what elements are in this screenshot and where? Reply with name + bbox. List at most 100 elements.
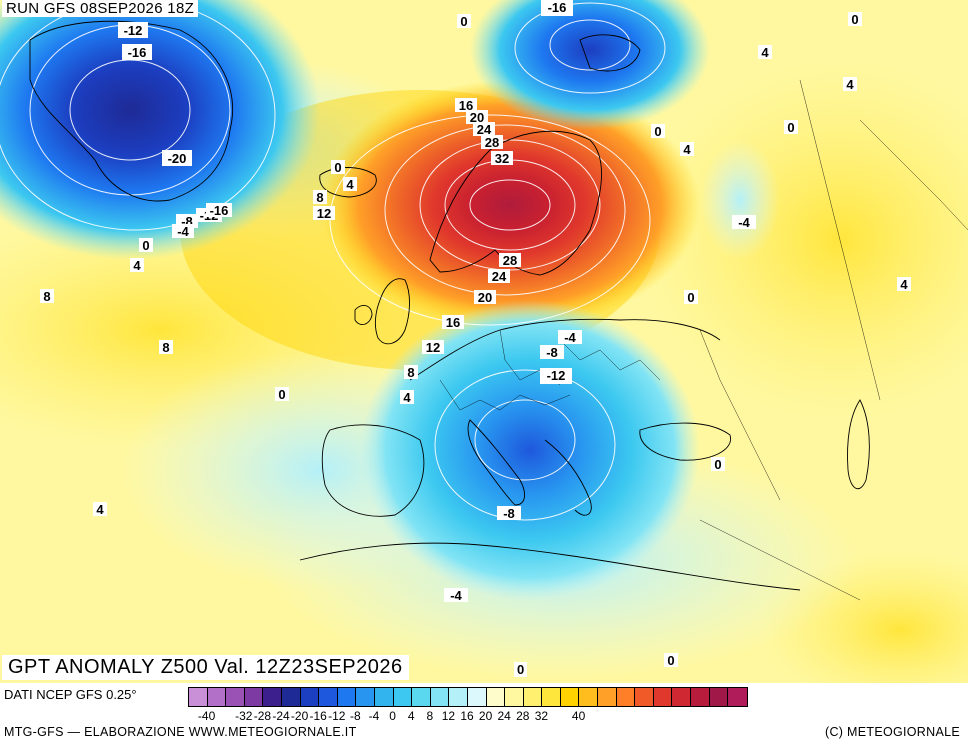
credit-right: (C) METEOGIORNALE	[825, 725, 960, 739]
contour-label: -4	[444, 588, 468, 603]
contour-label: 4	[130, 258, 144, 273]
colorbar-swatch	[449, 688, 468, 706]
svg-text:0: 0	[142, 238, 149, 253]
svg-text:12: 12	[426, 340, 440, 355]
contour-label: 12	[422, 340, 444, 355]
contour-label: 0	[784, 120, 798, 135]
contour-label: 16	[455, 98, 477, 113]
colorbar-swatch	[412, 688, 431, 706]
colorbar-swatch	[374, 688, 394, 706]
svg-text:0: 0	[654, 124, 661, 139]
svg-text:-16: -16	[128, 45, 147, 60]
colorbar-swatch	[430, 688, 450, 706]
colorbar-swatch	[505, 688, 524, 706]
colorbar-tick-label: -28	[253, 709, 272, 723]
contour-label: -16	[541, 0, 573, 16]
anomaly-high-scandinavia	[320, 80, 700, 330]
svg-text:-12: -12	[124, 23, 143, 38]
colorbar-swatch	[523, 688, 543, 706]
svg-text:-8: -8	[503, 506, 515, 521]
colorbar-swatch	[691, 688, 710, 706]
svg-text:28: 28	[485, 135, 499, 150]
colorbar-tick-label: 24	[497, 709, 511, 723]
svg-text:4: 4	[900, 277, 908, 292]
svg-text:0: 0	[687, 290, 694, 305]
coastlines	[29, 20, 870, 591]
colorbar-swatch	[244, 688, 264, 706]
svg-text:0: 0	[667, 653, 674, 668]
svg-text:12: 12	[317, 206, 331, 221]
contour-label: 4	[897, 277, 911, 292]
colorbar-tick-label: 16	[460, 709, 474, 723]
svg-text:-20: -20	[168, 151, 187, 166]
anomaly-low-arctic	[470, 0, 710, 130]
svg-text:0: 0	[714, 457, 721, 472]
contour-label: -12	[540, 368, 572, 384]
contour-label: -20	[162, 150, 192, 166]
colorbar-tick-label: 8	[426, 709, 434, 723]
contour-label: 0	[139, 238, 153, 253]
colorbar-tick-label: 40	[571, 709, 586, 723]
svg-text:4: 4	[846, 77, 854, 92]
svg-text:4: 4	[133, 258, 141, 273]
anomaly-low-greenland	[0, 0, 320, 260]
colorbar-swatch	[393, 688, 413, 706]
svg-text:4: 4	[346, 177, 354, 192]
svg-text:-8: -8	[546, 345, 558, 360]
contour-label: 4	[680, 142, 694, 157]
colorbar-tick-label: -4	[368, 709, 380, 723]
contour-label: 0	[275, 387, 289, 402]
svg-text:-4: -4	[738, 215, 750, 230]
anomaly-map: -12 -16 -20 -8 -12 -16 -4 0 4 8 8 -16 0 …	[0, 0, 968, 683]
legend-footer: DATI NCEP GFS 0.25° -40 -32 -28 -24 -20 -16 -1…	[0, 683, 968, 745]
colorbar-swatch	[281, 688, 301, 706]
svg-text:4: 4	[403, 390, 411, 405]
contour-label: -8	[497, 506, 521, 521]
svg-text:20: 20	[478, 290, 492, 305]
svg-text:4: 4	[96, 502, 104, 517]
colorbar-tick-label: 28	[516, 709, 530, 723]
contour-label: 0	[457, 14, 471, 29]
colorbar-swatch	[356, 688, 375, 706]
colorbar-swatch	[263, 688, 282, 706]
contour-label: 0	[848, 12, 862, 27]
colorbar-tick-label: 20	[478, 709, 493, 723]
colorbar-swatch	[635, 688, 654, 706]
svg-text:-16: -16	[210, 203, 229, 218]
colorbar-tick-label: -12	[328, 709, 346, 723]
svg-text:20: 20	[470, 110, 484, 125]
svg-text:4: 4	[683, 142, 691, 157]
contour-label: 16	[442, 315, 464, 330]
anomaly-low-balkans	[360, 300, 700, 600]
colorbar-tick-label: -16	[309, 709, 327, 723]
colorbar	[188, 687, 748, 707]
contour-label: 28	[481, 135, 503, 150]
contour-label: 0	[651, 124, 665, 139]
svg-text:8: 8	[162, 340, 169, 355]
contour-label: -4	[732, 215, 756, 230]
svg-text:-12: -12	[547, 368, 566, 383]
contour-label: 32	[491, 151, 513, 166]
contour-label: 0	[684, 290, 698, 305]
colorbar-swatch	[207, 688, 227, 706]
svg-text:-16: -16	[548, 0, 567, 15]
colorbar-swatch	[486, 688, 506, 706]
svg-text:0: 0	[278, 387, 285, 402]
svg-text:-4: -4	[177, 224, 189, 239]
contour-label: 4	[93, 502, 107, 517]
colorbar-swatch	[300, 688, 320, 706]
colorbar-tick-label: 12	[441, 709, 456, 723]
svg-text:-4: -4	[450, 588, 462, 603]
colorbar-tick-label: -40	[197, 709, 216, 723]
colorbar-tick-label: 0	[389, 709, 396, 723]
contour-label: -4	[558, 330, 582, 345]
anomaly-region-small-low	[700, 140, 780, 260]
colorbar-swatch	[226, 688, 245, 706]
contour-label: 4	[843, 77, 857, 92]
svg-text:8: 8	[316, 190, 323, 205]
colorbar-swatch	[653, 688, 673, 706]
contour-label: 0	[664, 653, 678, 668]
colorbar-swatch	[467, 688, 487, 706]
svg-text:0: 0	[460, 14, 467, 29]
contour-label: -4	[172, 224, 194, 239]
